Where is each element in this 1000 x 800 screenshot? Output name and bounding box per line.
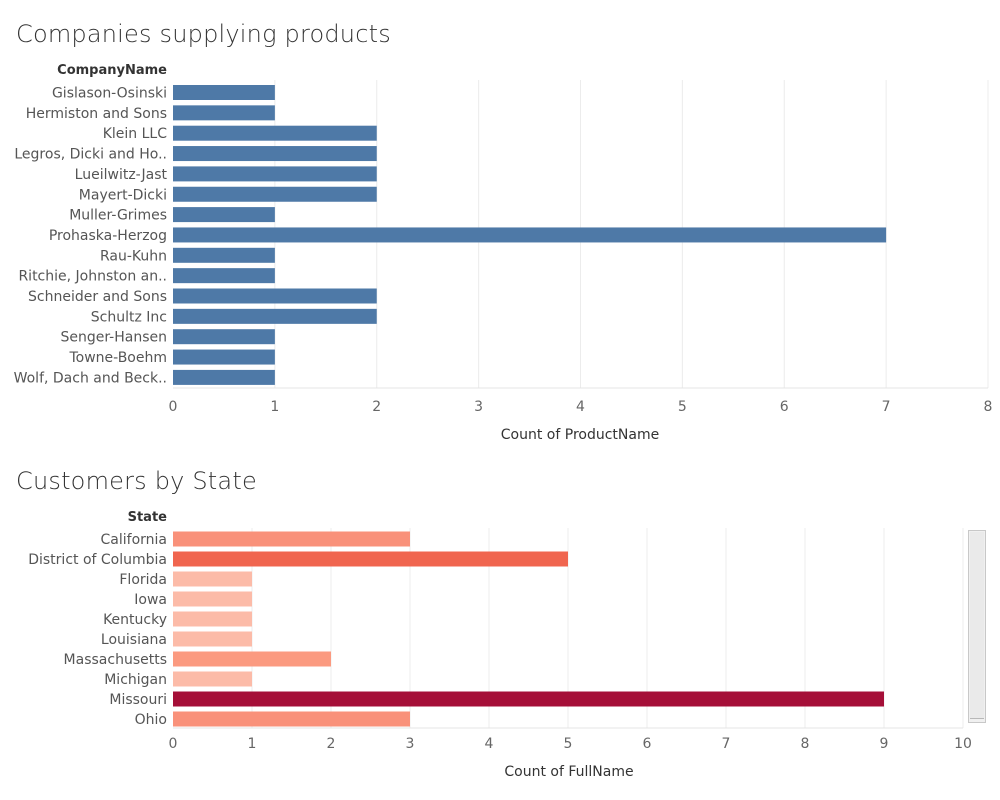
chart1-category-label-10: Schneider and Sons xyxy=(28,289,167,305)
chart1-category-label-12: Senger-Hansen xyxy=(60,330,167,346)
chart1-category-label-7: Prohaska-Herzog xyxy=(49,228,167,244)
chart1-bar-10[interactable] xyxy=(173,288,377,304)
chart2-bar-3[interactable] xyxy=(173,591,252,607)
vertical-scrollbar[interactable] xyxy=(968,530,986,723)
chart1-tick-label-2: 2 xyxy=(372,399,381,415)
scrollbar-thumb[interactable] xyxy=(970,532,984,719)
chart1-category-label-6: Muller-Grimes xyxy=(69,208,167,224)
chart1-bar-11[interactable] xyxy=(173,308,377,324)
chart1-tick-label-8: 8 xyxy=(984,399,993,415)
chart2-title: Customers by State xyxy=(16,467,257,495)
chart1-category-label-11: Schultz Inc xyxy=(91,309,167,325)
chart1-category-label-14: Wolf, Dach and Beck.. xyxy=(14,370,167,386)
chart2-bar-8[interactable] xyxy=(173,691,884,707)
chart1-category-label-9: Ritchie, Johnston an.. xyxy=(18,269,167,285)
chart1-category-header: CompanyName xyxy=(57,63,167,78)
chart2-bar-9[interactable] xyxy=(173,711,410,727)
chart2-category-header: State xyxy=(127,510,167,525)
chart1-bar-9[interactable] xyxy=(173,268,275,284)
chart1-tick-label-3: 3 xyxy=(474,399,483,415)
chart1-tick-label-6: 6 xyxy=(780,399,789,415)
chart2-bar-5[interactable] xyxy=(173,631,252,647)
chart2-tick-label-5: 5 xyxy=(564,736,573,752)
companies-bar-chart: Gislason-Osinski Hermiston and Sons Klein … xyxy=(14,80,993,443)
chart1-category-label-2: Klein LLC xyxy=(103,126,167,142)
chart2-bar-4[interactable] xyxy=(173,611,252,627)
chart1-tick-label-0: 0 xyxy=(169,399,178,415)
chart2-tick-label-3: 3 xyxy=(406,736,415,752)
chart1-bar-4[interactable] xyxy=(173,166,377,182)
chart2-category-label-8: Missouri xyxy=(109,692,167,708)
chart1-tick-label-5: 5 xyxy=(678,399,687,415)
chart1-bar-0[interactable] xyxy=(173,85,275,100)
chart2-category-label-1: District of Columbia xyxy=(28,552,167,568)
chart2-category-label-5: Louisiana xyxy=(101,632,167,648)
chart2-category-label-3: Iowa xyxy=(134,592,167,608)
chart1-bar-8[interactable] xyxy=(173,247,275,263)
chart1-tick-label-4: 4 xyxy=(576,399,585,415)
chart2-bar-6[interactable] xyxy=(173,651,331,667)
chart1-category-label-8: Rau-Kuhn xyxy=(100,248,167,264)
chart1-bar-13[interactable] xyxy=(173,349,275,365)
chart1-bar-7[interactable] xyxy=(173,227,887,243)
chart2-bar-0[interactable] xyxy=(173,531,410,547)
chart1-tick-label-1: 1 xyxy=(270,399,279,415)
chart2-tick-label-6: 6 xyxy=(643,736,652,752)
chart2-category-label-9: Ohio xyxy=(135,712,167,728)
chart2-category-label-4: Kentucky xyxy=(103,612,167,628)
chart1-category-label-1: Hermiston and Sons xyxy=(26,106,167,122)
chart1-bar-3[interactable] xyxy=(173,146,377,162)
chart1-bar-5[interactable] xyxy=(173,186,377,202)
chart1-category-label-5: Mayert-Dicki xyxy=(79,187,167,203)
chart2-tick-label-7: 7 xyxy=(722,736,731,752)
chart2-tick-label-10: 10 xyxy=(954,736,972,752)
chart2-axis-title: Count of FullName xyxy=(504,764,633,780)
chart2-tick-label-4: 4 xyxy=(485,736,494,752)
chart1-category-label-4: Lueilwitz-Jast xyxy=(75,167,168,183)
chart2-bar-2[interactable] xyxy=(173,571,252,587)
chart1-bar-14[interactable] xyxy=(173,369,275,385)
chart1-bar-1[interactable] xyxy=(173,105,275,121)
chart1-axis-title: Count of ProductName xyxy=(501,427,659,443)
chart2-bar-1[interactable] xyxy=(173,551,568,567)
chart1-category-label-0: Gislason-Osinski xyxy=(52,86,167,102)
chart1-bar-6[interactable] xyxy=(173,207,275,223)
chart1-category-label-3: Legros, Dicki and Ho.. xyxy=(14,147,167,163)
chart2-category-label-6: Massachusetts xyxy=(64,652,167,668)
chart2-category-label-0: California xyxy=(101,532,167,548)
chart1-bar-12[interactable] xyxy=(173,329,275,345)
chart1-title: Companies supplying products xyxy=(16,20,391,48)
chart2-bar-7[interactable] xyxy=(173,671,252,687)
chart2-category-label-2: Florida xyxy=(119,572,167,588)
chart1-tick-label-7: 7 xyxy=(882,399,891,415)
chart2-tick-label-2: 2 xyxy=(327,736,336,752)
chart1-bar-2[interactable] xyxy=(173,125,377,141)
chart1-category-label-13: Towne-Boehm xyxy=(68,350,167,366)
chart2-tick-label-8: 8 xyxy=(801,736,810,752)
chart2-tick-label-0: 0 xyxy=(169,736,178,752)
chart2-tick-label-9: 9 xyxy=(880,736,889,752)
chart2-category-label-7: Michigan xyxy=(104,672,167,688)
chart2-tick-label-1: 1 xyxy=(248,736,257,752)
